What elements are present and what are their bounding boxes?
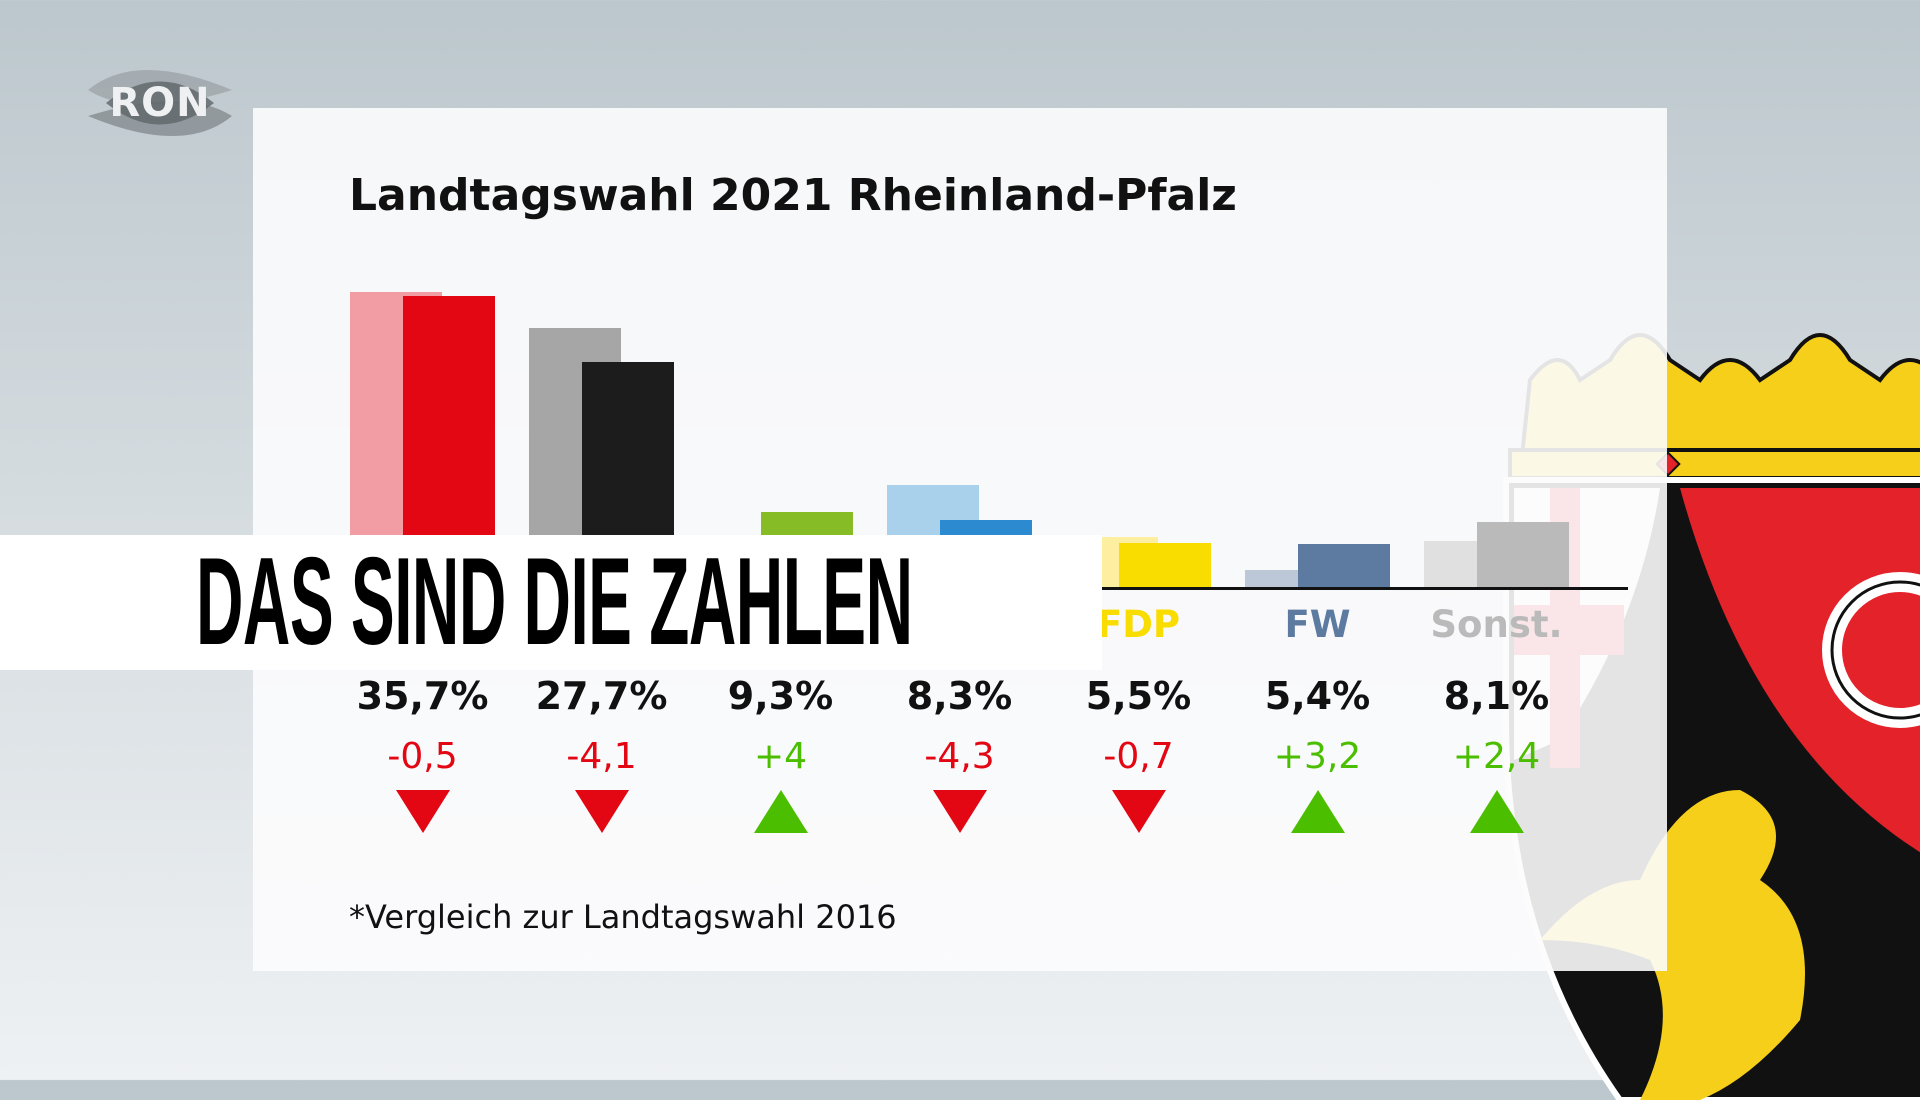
arrow-down-icon bbox=[395, 790, 450, 833]
arrow-up-icon bbox=[1290, 790, 1345, 833]
change-label: -0,7 bbox=[1103, 736, 1174, 777]
value-label: 8,1% bbox=[1443, 674, 1550, 718]
change-label: +3,2 bbox=[1273, 736, 1362, 777]
logo-text: RON bbox=[109, 80, 211, 126]
change-label: -4,1 bbox=[566, 736, 637, 777]
value-label: 9,3% bbox=[727, 674, 834, 718]
bar-2021-5 bbox=[1298, 543, 1390, 588]
arrow-down-icon bbox=[574, 790, 629, 833]
chart-title: Landtagswahl 2021 Rheinland-Pfalz bbox=[349, 170, 1237, 221]
footnote: *Vergleich zur Landtagswahl 2016 bbox=[349, 898, 897, 936]
value-label: 35,7% bbox=[356, 674, 489, 718]
lion-icon bbox=[1540, 790, 1805, 1100]
value-label: 27,7% bbox=[535, 674, 668, 718]
party-label: FDP bbox=[1096, 603, 1181, 646]
headline-banner: DAS SIND DIE ZAHLEN bbox=[0, 535, 1102, 670]
value-label: 5,4% bbox=[1264, 674, 1371, 718]
bar-2021-6 bbox=[1477, 521, 1569, 588]
value-label: 8,3% bbox=[906, 674, 1013, 718]
arrow-down-icon bbox=[932, 790, 987, 833]
eye-logo-icon bbox=[88, 70, 232, 136]
ron-logo: RON bbox=[86, 60, 234, 146]
party-label: FW bbox=[1284, 603, 1351, 646]
change-label: +2,4 bbox=[1452, 736, 1541, 777]
banner-text: DAS SIND DIE ZAHLEN bbox=[196, 533, 913, 671]
change-label: -0,5 bbox=[387, 736, 458, 777]
party-label: Sonst. bbox=[1430, 603, 1563, 646]
value-label: 5,5% bbox=[1085, 674, 1192, 718]
change-label: -4,3 bbox=[924, 736, 995, 777]
bar-2021-4 bbox=[1119, 543, 1211, 588]
arrow-down-icon bbox=[1111, 790, 1166, 833]
arrow-up-icon bbox=[753, 790, 808, 833]
arrow-up-icon bbox=[1469, 790, 1524, 833]
change-label: +4 bbox=[753, 736, 808, 777]
